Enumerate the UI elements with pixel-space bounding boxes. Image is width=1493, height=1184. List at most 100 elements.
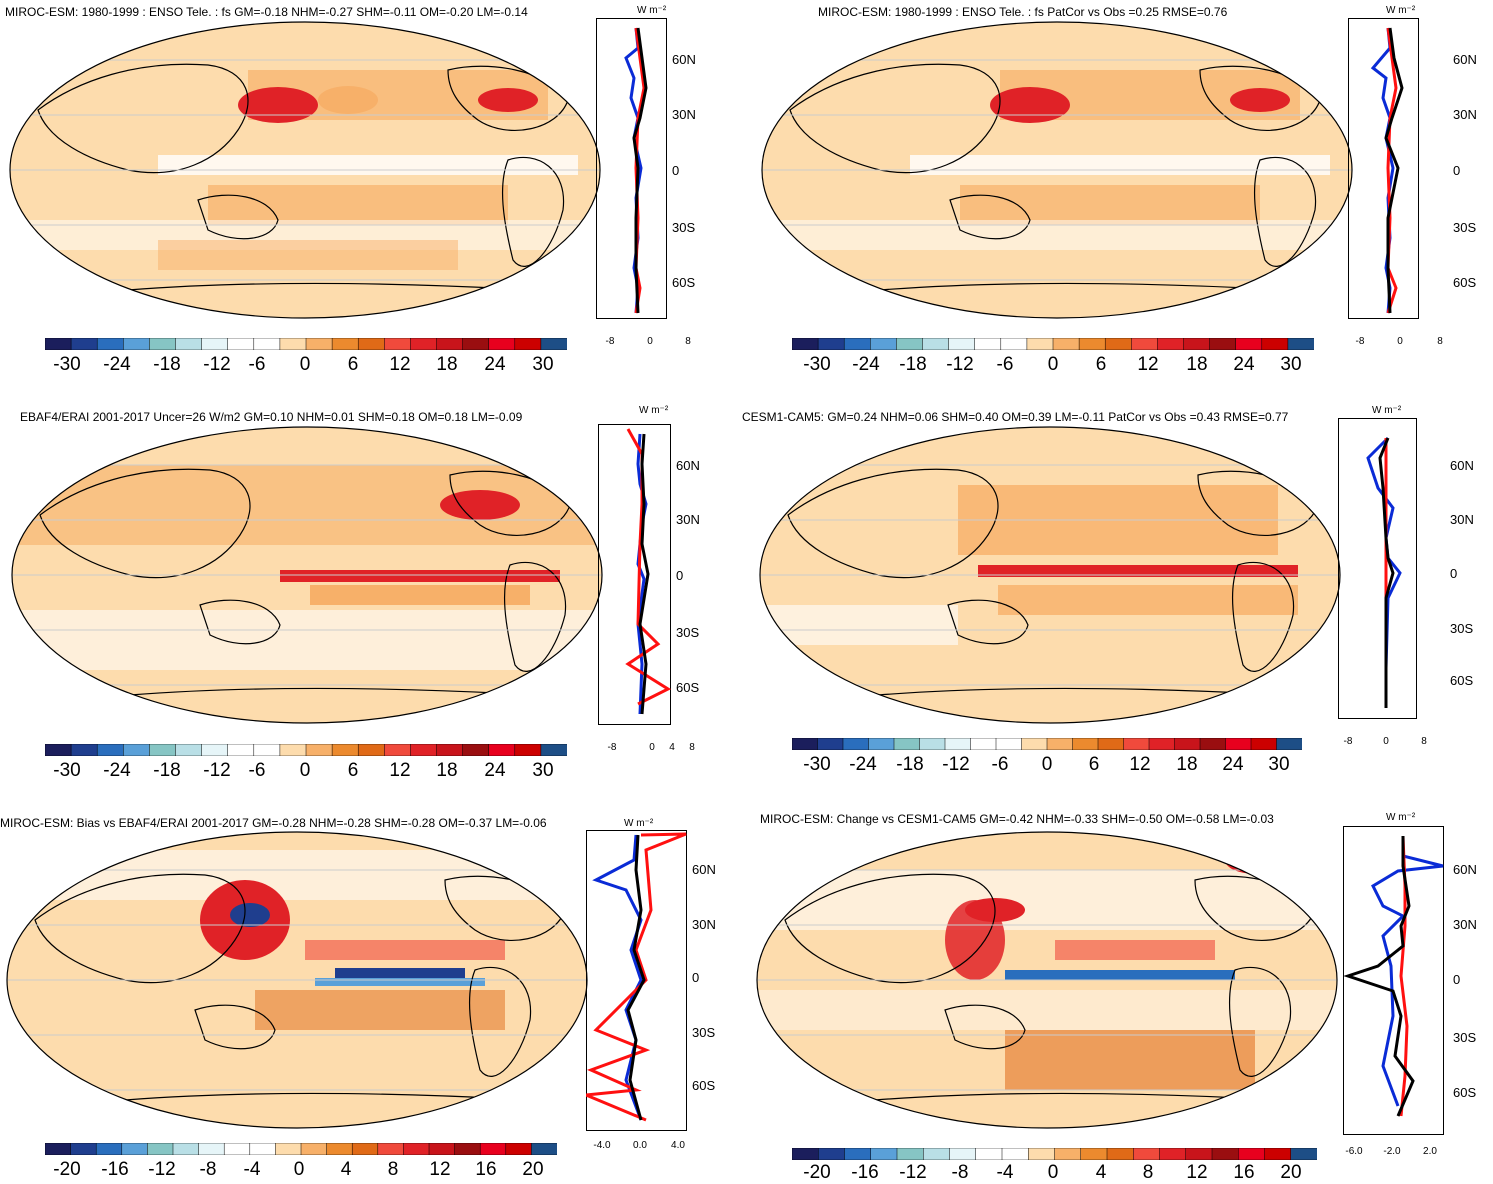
x-tick: -8 [605,336,615,347]
cbar-tick: 30 [1280,354,1302,375]
colorbar-swatch [842,738,870,750]
colorbar-swatch [1264,1148,1292,1160]
panel-2-units: W m⁻² [1386,5,1416,16]
colorbar-swatch [948,338,976,350]
colorbar-swatch [377,1143,405,1155]
colorbar-swatch [817,338,845,350]
lat-label: 30N [1453,107,1477,122]
panel-4-map [758,425,1342,725]
colorbar-swatch [1046,738,1074,750]
colorbar-swatch [974,338,1002,350]
panel-6-title: MIROC-ESM: Change vs CESM1-CAM5 GM=-0.42… [760,812,1274,826]
colorbar-swatch [1287,338,1314,350]
panel-1-units: W m⁻² [637,5,667,16]
panel-2-map [760,20,1354,320]
colorbar-swatch [275,1143,302,1155]
cbar-tick: 6 [1095,354,1107,375]
colorbar-swatch [817,738,844,750]
lat-label: 0 [672,163,680,178]
colorbar-swatch [970,738,997,750]
lat-label: 60N [692,862,716,877]
colorbar-swatch [305,744,333,756]
colorbar-swatch [1028,1148,1056,1160]
cbar-tick: -12 [899,1162,927,1183]
colorbar-swatch [1185,1148,1213,1160]
lat-label: 0 [692,970,700,985]
colorbar-swatch [792,338,819,350]
colorbar-swatch [944,738,972,750]
lat-label: 60S [1450,673,1474,688]
cbar-tick: -6 [996,354,1014,375]
colorbar-swatch [843,338,872,350]
colorbar-swatch [923,1148,951,1160]
x-tick: -4.0 [593,1140,611,1151]
cbar-tick: 24 [484,354,506,375]
cbar-tick: 6 [347,760,359,781]
x-tick: -6.0 [1345,1146,1363,1157]
colorbar-swatch [995,738,1023,750]
panel-5-map [5,830,589,1130]
colorbar-swatch [410,338,438,350]
cbar-tick: -18 [153,354,181,375]
colorbar-swatch [1250,738,1278,750]
colorbar-swatch [1080,1148,1108,1160]
colorbar-swatch [1133,1148,1161,1160]
lat-label: 0 [1453,163,1461,178]
colorbar-swatch [1131,338,1159,350]
cbar-tick: -24 [852,354,880,375]
lat-label: 30S [1453,220,1477,235]
cbar-tick: 24 [1233,354,1255,375]
colorbar-swatch [436,744,464,756]
panel-3-units: W m⁻² [639,405,669,416]
panel-2-profile [1348,18,1420,320]
cbar-tick: -4 [243,1159,261,1180]
colorbar-swatch [1001,1148,1029,1160]
colorbar-swatch [279,744,307,756]
colorbar-swatch [227,744,255,756]
cbar-tick: -18 [896,754,924,775]
cbar-tick: 0 [1041,754,1053,775]
colorbar-swatch [1211,1148,1239,1160]
panel-6-map [755,830,1339,1130]
cbar-tick: 0 [1047,354,1059,375]
colorbar-swatch [479,1143,507,1155]
colorbar-swatch [1183,338,1211,350]
cbar-tick: -24 [103,760,131,781]
colorbar-swatch [305,338,333,350]
cbar-tick: -18 [153,760,181,781]
cbar-tick: 4 [1095,1162,1107,1183]
cbar-tick: 12 [1137,354,1159,375]
cbar-tick: -12 [203,354,231,375]
colorbar-swatch [1026,338,1054,350]
colorbar-swatch [1276,738,1302,750]
x-tick: 0 [1397,336,1403,347]
lat-label: 60N [1453,862,1477,877]
panel-1-title: MIROC-ESM: 1980-1999 : ENSO Tele. : fs G… [5,5,528,19]
x-tick: -8 [607,742,617,753]
lat-label: 30N [676,512,700,527]
x-tick: 2.0 [1423,1146,1437,1157]
colorbar-swatch [96,338,125,350]
cbar-tick: -18 [899,354,927,375]
colorbar-swatch [149,338,177,350]
colorbar-swatch [357,338,386,350]
cbar-tick: 18 [1186,354,1208,375]
colorbar-swatch [514,338,542,350]
colorbar-swatch [300,1143,328,1155]
colorbar-swatch [893,738,921,750]
lat-label: 0 [1450,566,1458,581]
cbar-tick: 4 [340,1159,352,1180]
colorbar-swatch [147,1143,174,1155]
lat-label: 30S [676,625,700,640]
cbar-tick: -4 [996,1162,1014,1183]
panel-5-colorbar [45,1143,557,1155]
colorbar-swatch [1174,738,1201,750]
colorbar-swatch [1290,1148,1317,1160]
colorbar-swatch [1000,338,1028,350]
cbar-tick: 0 [299,354,311,375]
x-tick: 4 [669,742,675,753]
cbar-tick: 8 [1142,1162,1154,1183]
colorbar-swatch [1123,738,1150,750]
colorbar-swatch [436,338,464,350]
world-map-3 [11,426,603,724]
